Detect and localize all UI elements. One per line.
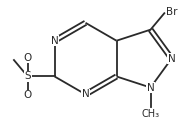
Text: CH₃: CH₃	[142, 109, 160, 119]
Text: O: O	[24, 90, 32, 100]
Text: S: S	[24, 71, 31, 81]
Text: O: O	[24, 53, 32, 63]
Text: N: N	[51, 36, 58, 46]
Text: N: N	[147, 83, 154, 93]
Text: N: N	[82, 89, 89, 99]
Text: Br: Br	[166, 7, 178, 17]
Text: N: N	[168, 54, 175, 64]
